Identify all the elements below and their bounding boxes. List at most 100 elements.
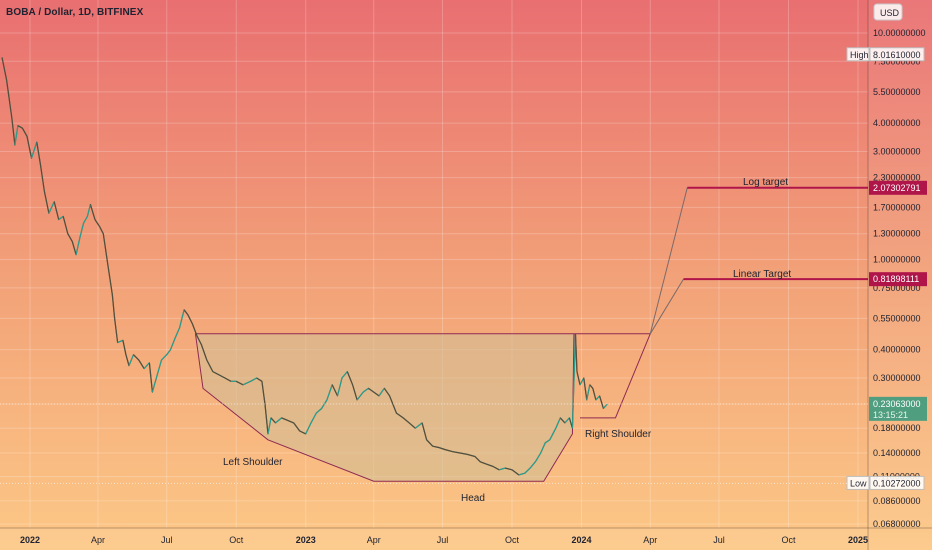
price-tick-label: 5.50000000 xyxy=(873,87,921,97)
high-tag-box xyxy=(869,47,925,62)
time-axis[interactable]: 2022 Apr Jul Oct 2023 Apr Jul Oct 2024 Apr Jul Oct 2… xyxy=(0,527,932,550)
price-segment xyxy=(128,354,135,366)
price-segment xyxy=(191,323,198,337)
linear-target-label: Linear Target xyxy=(733,269,791,280)
price-segment xyxy=(432,445,439,449)
linear-target-tag-value: 0.81898111 xyxy=(873,274,919,284)
left-shoulder-label: Left Shoulder xyxy=(223,457,283,468)
price-segment xyxy=(576,371,581,385)
price-segment xyxy=(421,422,428,440)
time-tick-label: Jul xyxy=(161,535,173,545)
price-segment xyxy=(341,371,348,379)
log-target-tag-box xyxy=(869,180,927,195)
price-segment xyxy=(524,467,531,474)
price-segment xyxy=(602,403,608,409)
price-segment xyxy=(326,384,333,401)
price-segment xyxy=(79,222,85,238)
price-segment xyxy=(94,219,101,227)
price-tick-label: 1.00000000 xyxy=(873,255,921,265)
price-segment xyxy=(586,384,591,401)
log-target-tag-value: 2.07302791 xyxy=(873,183,921,193)
price-segment xyxy=(17,125,23,129)
price-segment xyxy=(383,387,391,397)
price-segment xyxy=(315,408,323,414)
price-segment xyxy=(579,377,585,386)
price-segment xyxy=(58,215,64,221)
price-segment xyxy=(467,453,476,458)
time-tick-label: 2022 xyxy=(20,535,40,545)
price-segment xyxy=(555,417,561,429)
price-segment xyxy=(169,337,176,350)
price-segment xyxy=(183,309,189,316)
price-tick-label: 2.30000000 xyxy=(873,173,921,183)
price-tick-label: 0.06800000 xyxy=(873,519,921,529)
price-segment xyxy=(293,422,301,432)
price-segment xyxy=(534,452,542,463)
price-tick-label: 1.70000000 xyxy=(873,202,921,212)
price-segment xyxy=(275,417,282,424)
price-tick-label: 3.00000000 xyxy=(873,146,921,156)
price-tick-label: 0.18000000 xyxy=(873,423,921,433)
price-tick-label: 0.55000000 xyxy=(873,313,921,323)
price-segment xyxy=(218,374,226,379)
price-tick-label: 0.30000000 xyxy=(873,373,921,383)
price-tick-label: 0.08600000 xyxy=(873,496,921,506)
price-segment xyxy=(114,318,119,343)
price-segment xyxy=(111,294,116,319)
price-segment xyxy=(212,371,220,376)
pattern-labels: Left Shoulder Head Right Shoulder Log targe… xyxy=(223,177,791,504)
time-tick-label: 2024 xyxy=(571,535,591,545)
price-segment xyxy=(11,118,16,146)
time-tick-label: Apr xyxy=(643,535,657,545)
price-segment xyxy=(270,417,276,424)
price-segment xyxy=(14,125,19,146)
price-segment xyxy=(133,354,140,361)
price-segment xyxy=(179,309,185,328)
price-segment xyxy=(43,191,50,214)
price-segment xyxy=(518,472,526,476)
price-segment xyxy=(242,380,251,386)
price-segment xyxy=(102,233,109,265)
price-segment xyxy=(206,359,214,372)
price-segment xyxy=(256,377,263,382)
price-segment xyxy=(122,340,127,355)
right-shoulder-label: Right Shoulder xyxy=(585,429,652,440)
time-tick-label: Apr xyxy=(91,535,105,545)
price-segment xyxy=(261,381,266,405)
price-segment xyxy=(571,333,577,429)
head-and-shoulders-pattern xyxy=(194,333,651,482)
price-segment xyxy=(356,391,364,401)
price-segment xyxy=(83,216,88,224)
price-segment xyxy=(426,439,434,447)
high-tag-label: High xyxy=(850,50,869,60)
price-segment xyxy=(492,465,500,471)
price-segment xyxy=(396,412,404,419)
price-segment xyxy=(336,377,343,397)
price-segment xyxy=(196,335,203,346)
price-segment xyxy=(161,354,168,361)
time-tick-label: Jul xyxy=(713,535,725,545)
current-tag-value: 0.23063000 xyxy=(873,399,921,409)
log-target-diagonal xyxy=(649,187,688,334)
price-segment xyxy=(310,412,317,424)
price-segment xyxy=(143,362,150,370)
price-segment xyxy=(305,422,312,435)
price-segment xyxy=(30,141,38,159)
price-segment xyxy=(498,467,506,471)
price-segment xyxy=(89,204,96,220)
price-segment xyxy=(224,377,232,382)
price-segment xyxy=(250,377,257,382)
price-segment xyxy=(459,452,468,455)
price-segment xyxy=(267,417,272,434)
high-tag-value: 8.01610000 xyxy=(873,50,921,60)
price-tick-label: 1.30000000 xyxy=(873,229,921,239)
price-segment xyxy=(559,417,566,424)
price-tick-label: 10.00000000 xyxy=(873,28,926,38)
low-tag-box xyxy=(869,475,925,490)
price-segment xyxy=(125,354,130,366)
price-tick-label: 7.50000000 xyxy=(873,56,921,66)
time-tick-label: Oct xyxy=(229,535,244,545)
time-tick-label: 2023 xyxy=(296,535,316,545)
price-tick-label: 0.14000000 xyxy=(873,448,921,458)
